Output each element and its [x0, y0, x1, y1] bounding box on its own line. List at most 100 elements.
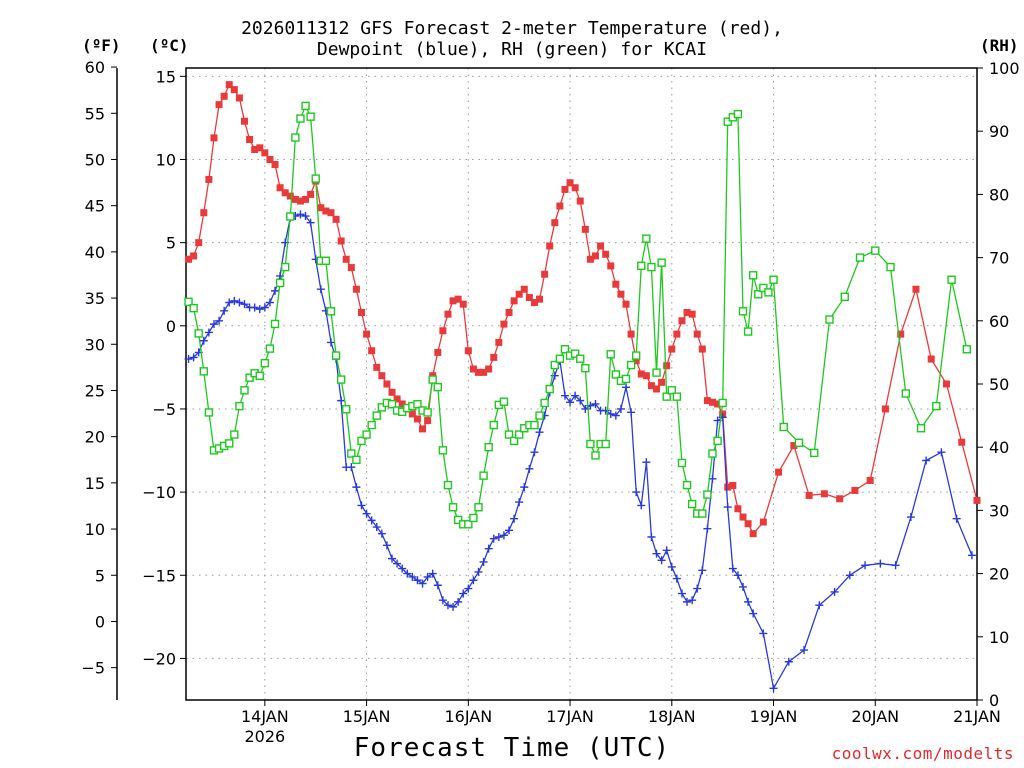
relative-humidity-point [453, 515, 463, 525]
temperature-point [459, 300, 467, 308]
chart-title-line2: Dewpoint (blue), RH (green) for KCAI [316, 39, 708, 60]
temperature-point [444, 310, 452, 318]
temperature-point [530, 299, 538, 307]
rh-tick-label: 0 [989, 691, 999, 710]
temperature-point [714, 400, 722, 408]
relative-humidity-point [825, 315, 834, 324]
relative-humidity-point [204, 408, 214, 417]
relative-humidity-point [306, 112, 315, 121]
celsius-tick-label: 5 [166, 234, 176, 253]
dewpoint-line [188, 213, 973, 691]
rh-tick-label: 50 [989, 375, 1009, 394]
temperature-point [653, 385, 661, 393]
temperature-point [291, 195, 299, 203]
fahrenheit-tick-label: 30 [85, 335, 105, 354]
relative-humidity-point [479, 471, 488, 480]
temperature-point [586, 255, 594, 263]
temperature-point [230, 86, 238, 94]
relative-humidity-point [738, 307, 748, 316]
day-tick-label: 19JAN [750, 707, 798, 726]
temperature-point [546, 242, 554, 250]
dewpoint-point [449, 602, 458, 611]
dewpoint-point [418, 579, 427, 588]
rh-tick-label: 40 [989, 438, 1009, 457]
dewpoint-point [733, 571, 742, 580]
relative-humidity-point [504, 430, 514, 439]
temperature-point [251, 145, 259, 153]
dewpoint-point [784, 657, 793, 666]
dewpoint-point [265, 298, 274, 307]
relative-humidity-point [570, 349, 580, 358]
dewpoint-point [499, 531, 508, 540]
dewpoint-point [510, 514, 519, 523]
temperature-point [729, 481, 737, 489]
temperature-point [352, 285, 360, 293]
relative-humidity-point [682, 480, 692, 490]
temperature-point [480, 368, 488, 376]
temperature-point [185, 255, 193, 263]
fahrenheit-tick-label: 10 [85, 520, 105, 539]
relative-humidity-point [560, 345, 570, 354]
celsius-tick-label: −15 [142, 566, 176, 585]
dewpoint-point [642, 458, 651, 467]
dewpoint-point [622, 383, 631, 392]
dewpoint-point [271, 286, 280, 295]
temperature-point [271, 160, 279, 168]
temperature-point [734, 505, 742, 513]
temperature-point [912, 285, 920, 293]
dewpoint-point [296, 210, 305, 219]
dewpoint-point [800, 646, 809, 655]
fahrenheit-tick-label: 55 [85, 104, 105, 123]
temperature-point [678, 317, 686, 325]
temperature-point [897, 330, 905, 338]
dewpoint-point [240, 300, 249, 309]
temperature-point [881, 405, 889, 413]
temperature-point [759, 518, 767, 526]
relative-humidity-point [703, 490, 712, 499]
relative-humidity-point [621, 374, 631, 384]
temperature-point [332, 215, 340, 223]
dewpoint-point [525, 464, 534, 473]
series-layer [184, 81, 981, 693]
temperature-point [225, 81, 233, 89]
fahrenheit-tick-label: 50 [85, 150, 105, 169]
celsius-tick-label: −10 [142, 483, 176, 502]
dewpoint-point [326, 338, 335, 347]
temperature-point [820, 490, 828, 498]
dewpoint-point [423, 572, 432, 581]
relative-humidity-point [637, 261, 646, 271]
temperature-line [188, 83, 978, 535]
dewpoint-point [861, 561, 870, 570]
relative-humidity-point [962, 345, 972, 354]
temperature-point [632, 357, 640, 365]
relative-humidity-point [423, 408, 432, 417]
dewpoint-point [260, 303, 269, 312]
temperature-point [627, 330, 635, 338]
dewpoint-point [225, 298, 234, 307]
relative-humidity-point [286, 212, 295, 221]
celsius-tick-label: 15 [156, 67, 176, 86]
dewpoint-point [438, 596, 447, 605]
dewpoint-point [428, 569, 437, 578]
rh-tick-label: 60 [989, 312, 1009, 331]
dewpoint-point [362, 509, 371, 518]
relative-humidity-point [840, 292, 849, 301]
temperature-point [256, 144, 264, 152]
temperature-point [927, 355, 935, 363]
dewpoint-point [357, 501, 366, 510]
temperature-point [622, 300, 630, 308]
dewpoint-point [250, 303, 259, 312]
relative-humidity-point [586, 439, 595, 449]
temperature-point [195, 239, 203, 247]
relative-humidity-point [514, 430, 524, 439]
fahrenheit-tick-label: 15 [85, 474, 105, 493]
year-label: 2026 [244, 727, 285, 746]
relative-humidity-point [540, 398, 549, 408]
relative-humidity-point [550, 360, 559, 370]
relative-humidity-point [326, 307, 336, 316]
temperature-point [408, 410, 416, 418]
temperature-point [942, 380, 950, 388]
fahrenheit-tick-label: 60 [85, 58, 105, 77]
celsius-tick-label: −20 [142, 649, 176, 668]
